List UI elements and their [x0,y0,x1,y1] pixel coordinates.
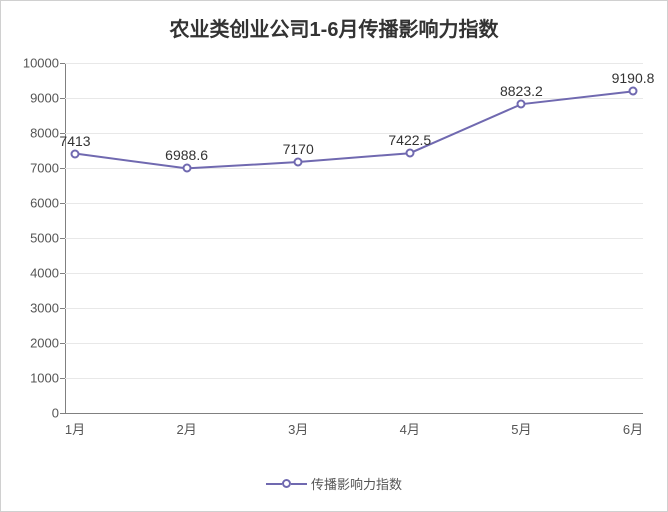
legend-marker-line [266,479,307,489]
data-label: 7413 [59,133,90,149]
y-tick-label: 2000 [30,336,65,351]
chart-title: 农业类创业公司1-6月传播影响力指数 [1,1,667,42]
data-label: 8823.2 [500,83,543,99]
data-label: 7422.5 [388,132,431,148]
data-point [294,158,303,167]
data-point [405,149,414,158]
x-tick-label: 5月 [511,413,531,438]
y-tick-label: 1000 [30,371,65,386]
y-tick-label: 7000 [30,161,65,176]
x-axis-line [65,413,643,414]
legend: 传播影响力指数 [266,474,402,493]
data-point [629,87,638,96]
x-tick-label: 1月 [65,413,85,438]
y-tick-label: 5000 [30,231,65,246]
y-tick-label: 4000 [30,266,65,281]
data-point [71,149,80,158]
x-tick-label: 2月 [176,413,196,438]
y-tick-label: 10000 [23,56,65,71]
data-label: 7170 [283,141,314,157]
y-tick-label: 0 [52,406,65,421]
x-tick-label: 4月 [400,413,420,438]
data-point [182,164,191,173]
y-tick-label: 6000 [30,196,65,211]
y-tick-label: 3000 [30,301,65,316]
x-tick-label: 3月 [288,413,308,438]
plot-area: 0100020003000400050006000700080009000100… [65,63,643,413]
x-tick-label: 6月 [623,413,643,438]
data-label: 6988.6 [165,148,208,164]
y-tick-label: 9000 [30,91,65,106]
data-label: 9190.8 [612,71,655,87]
legend-label: 传播影响力指数 [311,474,402,493]
chart-container: 农业类创业公司1-6月传播影响力指数 010002000300040005000… [0,0,668,512]
series-line [65,63,643,413]
data-point [517,100,526,109]
